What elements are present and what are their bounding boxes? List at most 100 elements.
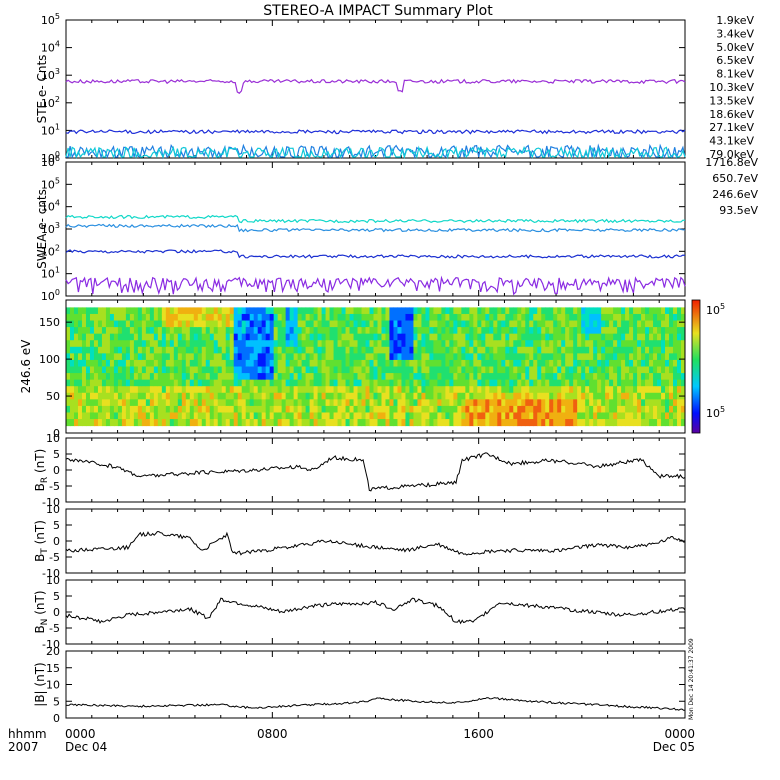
pad-cell [657,405,662,413]
pad-cell [201,346,207,354]
pad-cell [625,405,630,413]
pad-cell [149,340,155,348]
pad-cell [469,366,474,374]
pad-cell [329,340,335,348]
pad-cell [581,313,586,322]
pad-cell [333,386,339,394]
pad-cell [177,327,183,335]
pad-cell [657,399,662,407]
pad-cell [213,313,219,322]
pad-cell [81,373,87,381]
pad-cell [369,392,374,400]
pad-cell [637,359,642,367]
pad-cell [417,399,422,407]
pad-cell [409,313,414,322]
pad-cell [401,346,406,354]
pad-cell [417,392,422,400]
pad-cell [297,307,303,315]
pad-cell [425,373,430,381]
pad-cell [285,340,291,348]
pad-cell [565,307,570,315]
pad-cell [453,373,458,381]
pad-cell [657,333,662,341]
pad-cell [185,320,191,328]
pad-cell [665,366,670,374]
pad-cell [465,346,470,354]
pad-cell [413,307,418,315]
pad-cell [605,320,610,328]
pad-cell [325,346,331,354]
pad-cell [477,392,482,400]
pad-cell [509,399,514,407]
pad-cell [265,405,271,413]
pad-cell [569,412,574,420]
pad-cell [169,412,175,420]
pad-cell [461,419,466,427]
pad-cell [457,353,462,361]
pad-cell [305,320,311,328]
pad-cell [105,392,111,400]
pad-cell [265,327,271,335]
pad-cell [377,307,382,315]
pad-cell [209,419,215,427]
pad-cell [625,399,630,407]
pad-cell [461,307,466,315]
pad-cell [133,320,139,328]
pad-cell [529,373,534,381]
pad-cell [613,346,618,354]
pad-cell [97,419,103,427]
pad-cell [641,386,646,394]
pad-cell [189,333,195,341]
pad-cell [189,379,195,387]
pad-cell [393,353,398,361]
pad-cell [305,386,311,394]
pad-cell [369,373,374,381]
pad-cell [629,353,634,361]
pad-cell [601,379,606,387]
pad-cell [66,340,71,348]
pad-cell [489,340,494,348]
pad-cell [121,353,127,361]
pad-cell [293,359,299,367]
pad-cell [669,353,674,361]
pad-cell [565,327,570,335]
pad-cell [549,313,554,322]
pad-cell [361,340,367,348]
pad-cell [581,392,586,400]
pad-cell [225,353,231,361]
pad-cell [577,412,582,420]
pad-cell [377,313,382,322]
pad-cell [341,307,347,315]
pad-cell [285,313,291,322]
pad-cell [413,419,418,427]
pad-cell [425,307,430,315]
pad-cell [509,412,514,420]
pad-cell [341,346,347,354]
pad-cell [501,379,506,387]
pad-cell [97,340,103,348]
pad-cell [157,346,163,354]
pad-cell [669,320,674,328]
pad-cell [241,386,247,394]
pad-cell [573,405,578,413]
pad-cell [273,320,279,328]
pad-cell [353,340,359,348]
pad-cell [133,405,139,413]
pad-cell [473,366,478,374]
pad-cell [409,373,414,381]
pad-cell [405,340,410,348]
pad-cell [221,366,227,374]
pad-cell [617,399,622,407]
pad-cell [581,327,586,335]
pad-cell [597,359,602,367]
pad-cell [101,320,107,328]
br-trace [65,452,686,492]
pad-cell [529,340,534,348]
pad-cell [381,359,386,367]
pad-cell [605,412,610,420]
pad-cell [165,320,171,328]
pad-cell [661,386,666,394]
pad-cell [381,412,386,420]
pad-cell [181,359,187,367]
pad-cell [453,399,458,407]
